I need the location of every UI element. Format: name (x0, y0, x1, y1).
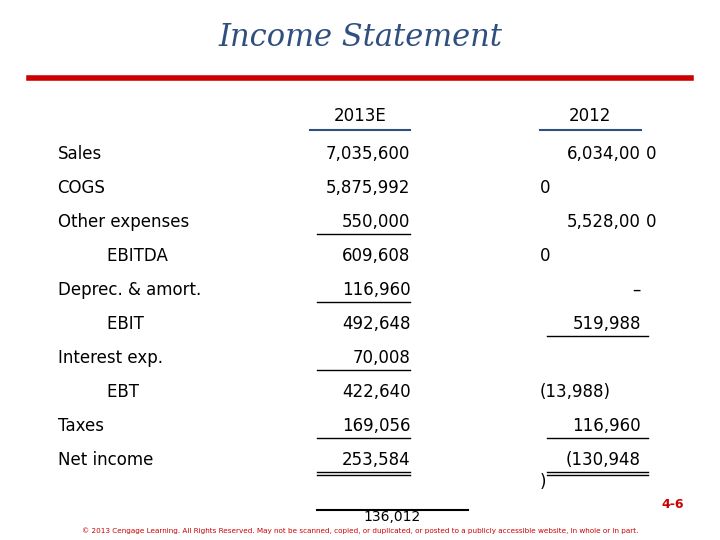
Text: EBITDA: EBITDA (86, 247, 168, 265)
Text: 5,528,00: 5,528,00 (567, 213, 641, 231)
Text: 550,000: 550,000 (342, 213, 410, 231)
Text: 136,012: 136,012 (364, 510, 421, 524)
Text: (130,948: (130,948 (566, 451, 641, 469)
Text: 4-6: 4-6 (662, 498, 684, 511)
Text: 6,034,00: 6,034,00 (567, 145, 641, 163)
Text: 0: 0 (540, 247, 551, 265)
Text: Interest exp.: Interest exp. (58, 349, 163, 367)
Text: 116,960: 116,960 (572, 417, 641, 435)
Text: 169,056: 169,056 (342, 417, 410, 435)
Text: 2012: 2012 (570, 107, 611, 125)
Text: 70,008: 70,008 (353, 349, 410, 367)
Text: 2013E: 2013E (333, 107, 387, 125)
Text: COGS: COGS (58, 179, 105, 197)
Text: EBIT: EBIT (86, 315, 144, 333)
Text: Income Statement: Income Statement (218, 22, 502, 53)
Text: © 2013 Cengage Learning. All Rights Reserved. May not be scanned, copied, or dup: © 2013 Cengage Learning. All Rights Rese… (82, 527, 638, 534)
Text: Sales: Sales (58, 145, 102, 163)
Text: 609,608: 609,608 (342, 247, 410, 265)
Text: Net income: Net income (58, 451, 153, 469)
Text: 422,640: 422,640 (342, 383, 410, 401)
Text: 492,648: 492,648 (342, 315, 410, 333)
Text: (13,988): (13,988) (540, 383, 611, 401)
Text: Other expenses: Other expenses (58, 213, 189, 231)
Text: Deprec. & amort.: Deprec. & amort. (58, 281, 201, 299)
Text: ): ) (540, 473, 546, 491)
Text: 0: 0 (646, 213, 657, 231)
Text: Taxes: Taxes (58, 417, 104, 435)
Text: 116,960: 116,960 (342, 281, 410, 299)
Text: 0: 0 (646, 145, 657, 163)
Text: 0: 0 (540, 179, 551, 197)
Text: EBT: EBT (86, 383, 140, 401)
Text: 519,988: 519,988 (572, 315, 641, 333)
Text: 7,035,600: 7,035,600 (326, 145, 410, 163)
Text: –: – (632, 281, 641, 299)
Text: 5,875,992: 5,875,992 (326, 179, 410, 197)
Text: 253,584: 253,584 (342, 451, 410, 469)
